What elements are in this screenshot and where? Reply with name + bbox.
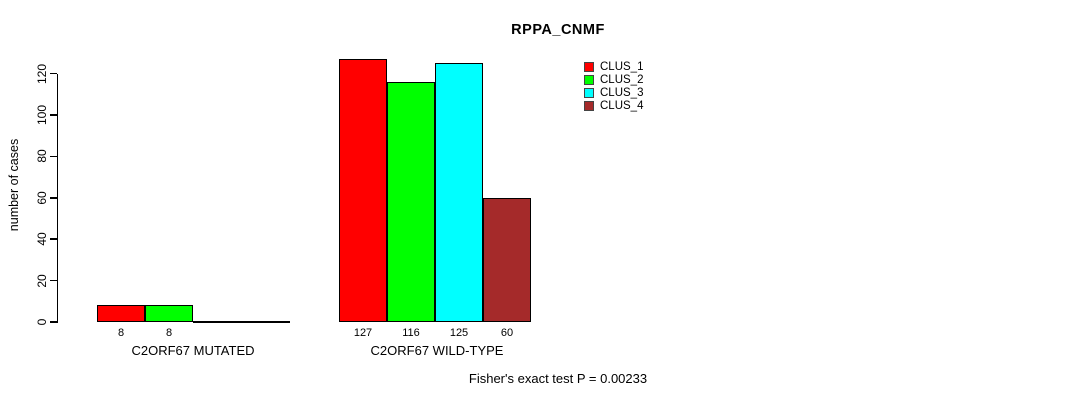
bar-clus_2 bbox=[145, 305, 193, 322]
zero-bar-clus_4 bbox=[241, 321, 290, 323]
bar-clus_3 bbox=[435, 63, 483, 322]
bar-value-label: 127 bbox=[353, 327, 373, 339]
y-axis-label: number of cases bbox=[7, 138, 21, 232]
legend-swatch-clus_3 bbox=[584, 87, 594, 98]
y-tick-label: 100 bbox=[35, 104, 49, 126]
legend-swatch-clus_4 bbox=[584, 100, 594, 111]
y-axis-line bbox=[56, 73, 58, 324]
y-tick-label: 40 bbox=[35, 232, 49, 246]
chart-title: RPPA_CNMF bbox=[511, 22, 605, 38]
y-tick-mark bbox=[49, 279, 57, 282]
legend-row: CLUS_1 bbox=[584, 60, 643, 73]
y-tick-label: 60 bbox=[35, 191, 49, 205]
bar-value-label: 125 bbox=[449, 327, 469, 339]
legend-label: CLUS_4 bbox=[600, 99, 644, 112]
group-label-wild-type: C2ORF67 WILD-TYPE bbox=[370, 343, 504, 358]
bar-value-label: 8 bbox=[165, 327, 173, 339]
y-tick-label: 20 bbox=[35, 273, 49, 288]
bar-clus_2 bbox=[387, 81, 435, 322]
y-tick-mark bbox=[49, 72, 57, 75]
zero-bar-clus_3 bbox=[193, 321, 242, 323]
y-tick-mark bbox=[49, 238, 57, 240]
bar-value-label: 60 bbox=[500, 327, 514, 339]
y-tick-mark bbox=[49, 321, 57, 323]
legend-row: CLUS_4 bbox=[584, 99, 643, 112]
legend-row: CLUS_2 bbox=[584, 73, 643, 86]
y-tick-label: 0 bbox=[35, 318, 49, 326]
legend: CLUS_1 CLUS_2 CLUS_3 CLUS_4 bbox=[584, 60, 643, 112]
y-tick-label: 120 bbox=[35, 63, 49, 84]
legend-row: CLUS_3 bbox=[584, 86, 643, 99]
bar-clus_1 bbox=[339, 59, 387, 322]
bar-value-label: 8 bbox=[117, 327, 125, 339]
bar-clus_1 bbox=[97, 305, 145, 322]
legend-swatch-clus_1 bbox=[584, 61, 594, 72]
group-label-mutated: C2ORF67 MUTATED bbox=[131, 343, 255, 358]
legend-label: CLUS_3 bbox=[600, 86, 644, 99]
bar-value-label: 116 bbox=[402, 327, 420, 339]
legend-swatch-clus_2 bbox=[584, 74, 594, 85]
legend-label: CLUS_2 bbox=[600, 73, 644, 86]
bar-clus_4 bbox=[483, 197, 531, 322]
y-tick-mark bbox=[49, 114, 57, 116]
y-tick-mark bbox=[49, 197, 57, 199]
legend-label: CLUS_1 bbox=[600, 60, 644, 73]
fisher-test-annotation: Fisher's exact test P = 0.00233 bbox=[468, 371, 648, 386]
y-tick-label: 80 bbox=[35, 149, 49, 164]
y-tick-mark bbox=[49, 155, 57, 158]
